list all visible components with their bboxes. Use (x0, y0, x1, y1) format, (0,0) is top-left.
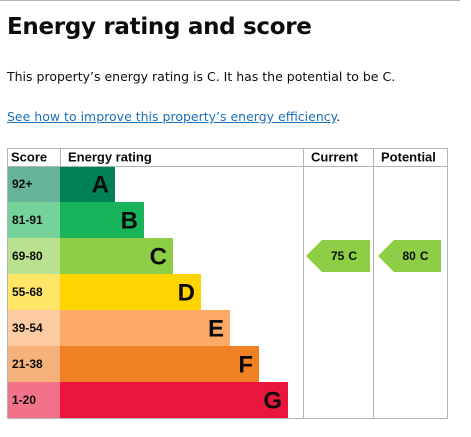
intro-text: This property’s energy rating is C. It h… (7, 69, 396, 84)
band-letter: A (92, 171, 109, 198)
score-cell (7, 202, 60, 238)
band-letter: B (121, 207, 138, 234)
score-cell (7, 274, 60, 310)
score-cell-tint (7, 346, 60, 382)
score-cell-tint (7, 382, 60, 418)
score-cell (7, 346, 60, 382)
score-cell (7, 166, 60, 202)
rating-bar (60, 166, 115, 202)
column-header: Score (11, 149, 47, 164)
column-header: Current (311, 149, 359, 164)
link-suffix: . (336, 109, 341, 124)
table-border (7, 148, 448, 419)
score-cell-tint (7, 310, 60, 346)
score-range: 92+ (12, 177, 32, 191)
score-range: 55-68 (12, 285, 43, 299)
score-cell (7, 310, 60, 346)
score-range: 21-38 (12, 357, 43, 371)
score-cell-tint (7, 238, 60, 274)
potential-score: 80 (402, 249, 416, 263)
column-header: Potential (381, 149, 436, 164)
potential-arrow (378, 240, 441, 272)
rating-bar (60, 310, 230, 346)
band-letter: E (208, 315, 224, 342)
current-score: 75 (331, 249, 345, 263)
score-cell (7, 382, 60, 418)
top-rule (0, 0, 460, 1)
page-title: Energy rating and score (7, 14, 312, 40)
potential-band: C (420, 249, 429, 263)
score-range: 1-20 (12, 393, 36, 407)
rating-bar (60, 382, 288, 418)
score-range: 81-91 (12, 213, 43, 227)
potential-label: 80 C (402, 249, 428, 263)
band-letter: G (263, 387, 282, 414)
score-range: 69-80 (12, 249, 43, 263)
current-band: C (348, 249, 357, 263)
link-line: See how to improve this property’s energ… (7, 109, 340, 124)
score-range: 39-54 (12, 321, 43, 335)
band-letter: D (178, 279, 195, 306)
rating-bar (60, 346, 259, 382)
current-arrow (306, 240, 370, 272)
band-letter: C (150, 243, 167, 270)
score-cell-tint (7, 202, 60, 238)
score-cell (7, 238, 60, 274)
score-cell-tint (7, 274, 60, 310)
rating-bar (60, 238, 173, 274)
current-label: 75 C (331, 249, 357, 263)
rating-bar (60, 202, 144, 238)
score-cell-tint (7, 166, 60, 202)
column-header: Energy rating (68, 149, 152, 164)
improve-link[interactable]: See how to improve this property’s energ… (7, 109, 337, 124)
band-letter: F (238, 351, 253, 378)
rating-bar (60, 274, 201, 310)
